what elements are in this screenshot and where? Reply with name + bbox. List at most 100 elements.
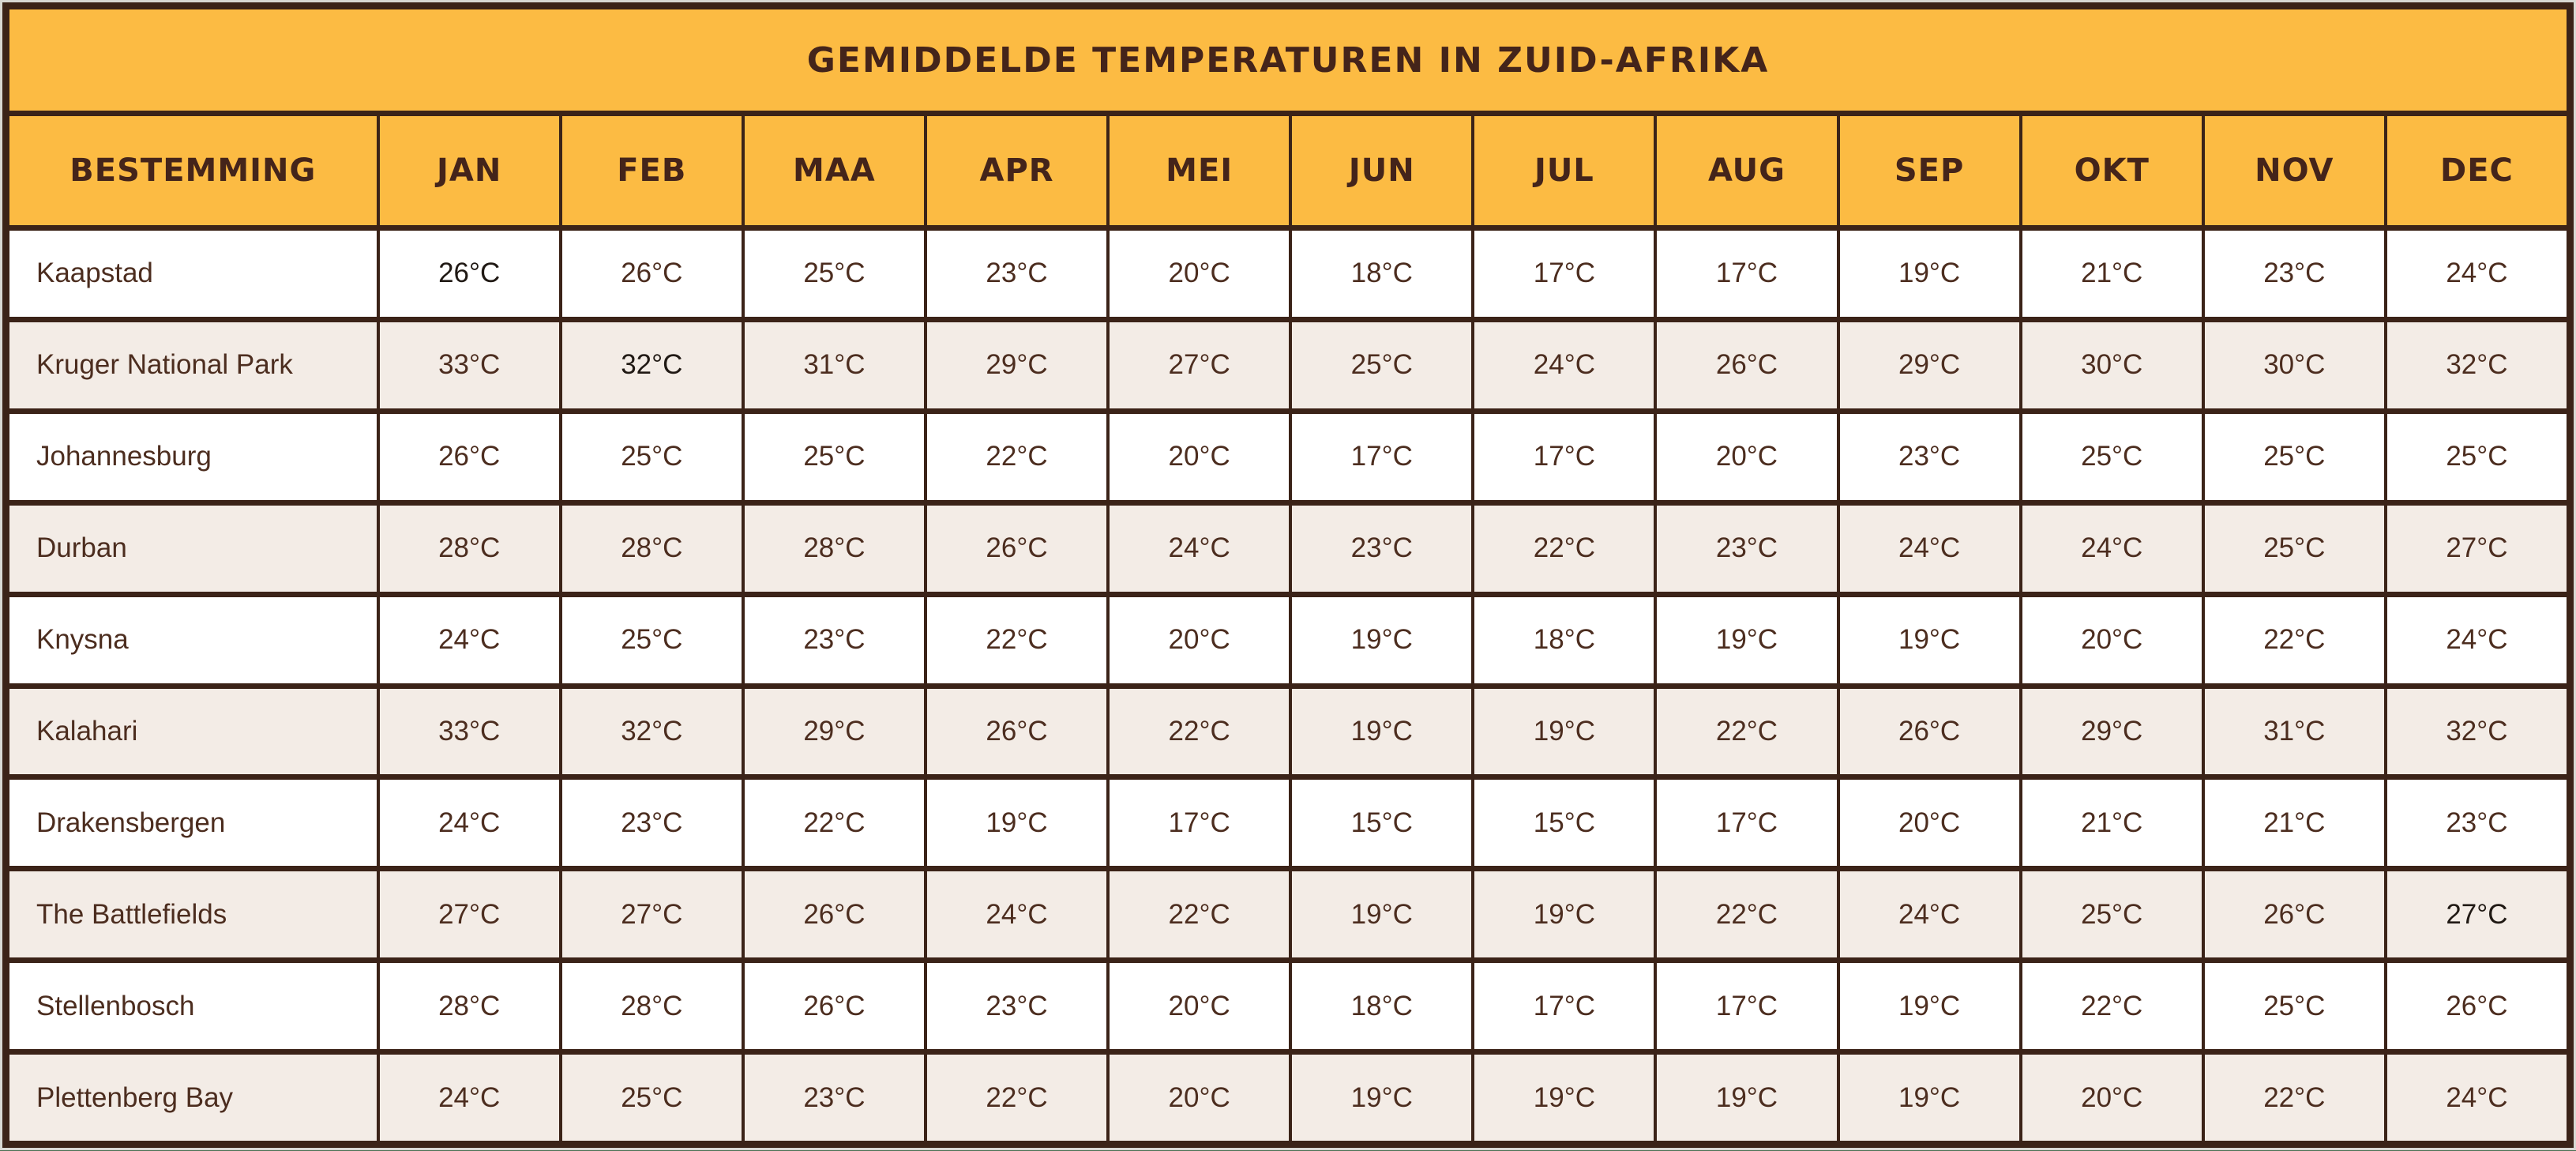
table-title-bar: GEMIDDELDE TEMPERATUREN IN ZUID-AFRIKA: [9, 9, 2567, 116]
temperature-cell: 22°C: [1110, 871, 1290, 958]
temperature-cell: 19°C: [1839, 1055, 2019, 1141]
temperature-cell: 17°C: [1474, 231, 1654, 317]
temperature-cell: 22°C: [1474, 505, 1654, 592]
temperature-cell: 29°C: [1839, 322, 2019, 408]
temperature-cell: 25°C: [744, 231, 924, 317]
temperature-cell: 30°C: [2204, 322, 2384, 408]
temperature-cell: 17°C: [1474, 413, 1654, 500]
temperature-cell: 32°C: [561, 688, 742, 775]
temperature-cell: 26°C: [2386, 963, 2567, 1050]
temperature-cell: 24°C: [2386, 231, 2567, 317]
month-column-header: MEI: [1110, 116, 1290, 225]
temperature-cell: 19°C: [926, 780, 1107, 867]
temperature-cell: 22°C: [744, 780, 924, 867]
temperature-cell: 19°C: [1292, 688, 1472, 775]
temperature-cell: 27°C: [561, 871, 742, 958]
temperature-cell: 28°C: [561, 963, 742, 1050]
temperature-cell: 24°C: [2386, 1055, 2567, 1141]
temperature-cell: 22°C: [2204, 596, 2384, 683]
temperature-cell: 22°C: [2022, 963, 2202, 1050]
temperature-cell: 33°C: [379, 688, 559, 775]
temperature-cell: 20°C: [1110, 231, 1290, 317]
temperature-cell: 26°C: [744, 871, 924, 958]
temperature-cell: 25°C: [744, 413, 924, 500]
temperature-cell: 32°C: [561, 322, 742, 408]
month-column-header: OKT: [2022, 116, 2202, 225]
temperature-cell: 25°C: [1292, 322, 1472, 408]
month-column-header: SEP: [1839, 116, 2019, 225]
temperature-cell: 26°C: [1657, 322, 1837, 408]
temperature-cell: 19°C: [1474, 871, 1654, 958]
destination-cell: The Battlefields: [9, 871, 377, 958]
destination-cell: Durban: [9, 505, 377, 592]
month-column-header: MAA: [744, 116, 924, 225]
temperature-cell: 27°C: [379, 871, 559, 958]
temperature-cell: 17°C: [1110, 780, 1290, 867]
temperature-cell: 26°C: [2204, 871, 2384, 958]
month-column-header: APR: [926, 116, 1107, 225]
month-column-header: DEC: [2386, 116, 2567, 225]
temperature-cell: 26°C: [379, 413, 559, 500]
temperature-cell: 33°C: [379, 322, 559, 408]
temperature-cell: 22°C: [926, 596, 1107, 683]
month-column-header: JUN: [1292, 116, 1472, 225]
temperature-cell: 19°C: [1474, 688, 1654, 775]
temperature-cell: 27°C: [2386, 505, 2567, 592]
temperature-cell: 27°C: [2386, 871, 2567, 958]
temperature-cell: 23°C: [926, 231, 1107, 317]
temperature-cell: 17°C: [1657, 963, 1837, 1050]
destination-cell: Drakensbergen: [9, 780, 377, 867]
temperature-cell: 25°C: [2022, 871, 2202, 958]
temperature-cell: 31°C: [744, 322, 924, 408]
temperature-cell: 23°C: [744, 596, 924, 683]
temperature-cell: 20°C: [1110, 1055, 1290, 1141]
temperature-cell: 17°C: [1292, 413, 1472, 500]
temperature-cell: 24°C: [379, 1055, 559, 1141]
temperature-cell: 24°C: [1839, 505, 2019, 592]
temperature-cell: 24°C: [379, 780, 559, 867]
temperature-cell: 21°C: [2204, 780, 2384, 867]
month-column-header: NOV: [2204, 116, 2384, 225]
temperature-cell: 19°C: [1657, 1055, 1837, 1141]
temperature-cell: 25°C: [2022, 413, 2202, 500]
destination-cell: Johannesburg: [9, 413, 377, 500]
temperature-cell: 20°C: [2022, 1055, 2202, 1141]
temperature-cell: 31°C: [2204, 688, 2384, 775]
temperature-cell: 26°C: [926, 505, 1107, 592]
temperature-cell: 25°C: [561, 596, 742, 683]
month-column-header: JAN: [379, 116, 559, 225]
temperature-cell: 20°C: [1110, 963, 1290, 1050]
destination-cell: Kruger National Park: [9, 322, 377, 408]
temperature-cell: 17°C: [1474, 963, 1654, 1050]
temperature-cell: 21°C: [2022, 231, 2202, 317]
temperature-cell: 26°C: [379, 231, 559, 317]
temperature-cell: 20°C: [1839, 780, 2019, 867]
temperature-cell: 20°C: [1110, 596, 1290, 683]
temperature-cell: 17°C: [1657, 780, 1837, 867]
temperature-cell: 17°C: [1657, 231, 1837, 317]
temperature-cell: 24°C: [926, 871, 1107, 958]
temperature-cell: 19°C: [1292, 1055, 1472, 1141]
temperature-cell: 26°C: [1839, 688, 2019, 775]
temperature-cell: 23°C: [1839, 413, 2019, 500]
temperature-cell: 32°C: [2386, 688, 2567, 775]
temperature-cell: 25°C: [2204, 413, 2384, 500]
temperature-cell: 22°C: [1657, 688, 1837, 775]
temperature-cell: 26°C: [744, 963, 924, 1050]
destination-cell: Kaapstad: [9, 231, 377, 317]
table-title: GEMIDDELDE TEMPERATUREN IN ZUID-AFRIKA: [806, 39, 1770, 81]
temperature-cell: 22°C: [1657, 871, 1837, 958]
temperature-cell: 24°C: [2022, 505, 2202, 592]
temperature-cell: 18°C: [1292, 963, 1472, 1050]
temperature-cell: 28°C: [379, 963, 559, 1050]
temperature-cell: 24°C: [1474, 322, 1654, 408]
temperature-cell: 22°C: [2204, 1055, 2384, 1141]
temperature-cell: 19°C: [1839, 596, 2019, 683]
temperature-cell: 19°C: [1474, 1055, 1654, 1141]
temperature-cell: 32°C: [2386, 322, 2567, 408]
temperature-cell: 19°C: [1292, 871, 1472, 958]
destination-cell: Stellenbosch: [9, 963, 377, 1050]
temperature-cell: 22°C: [1110, 688, 1290, 775]
